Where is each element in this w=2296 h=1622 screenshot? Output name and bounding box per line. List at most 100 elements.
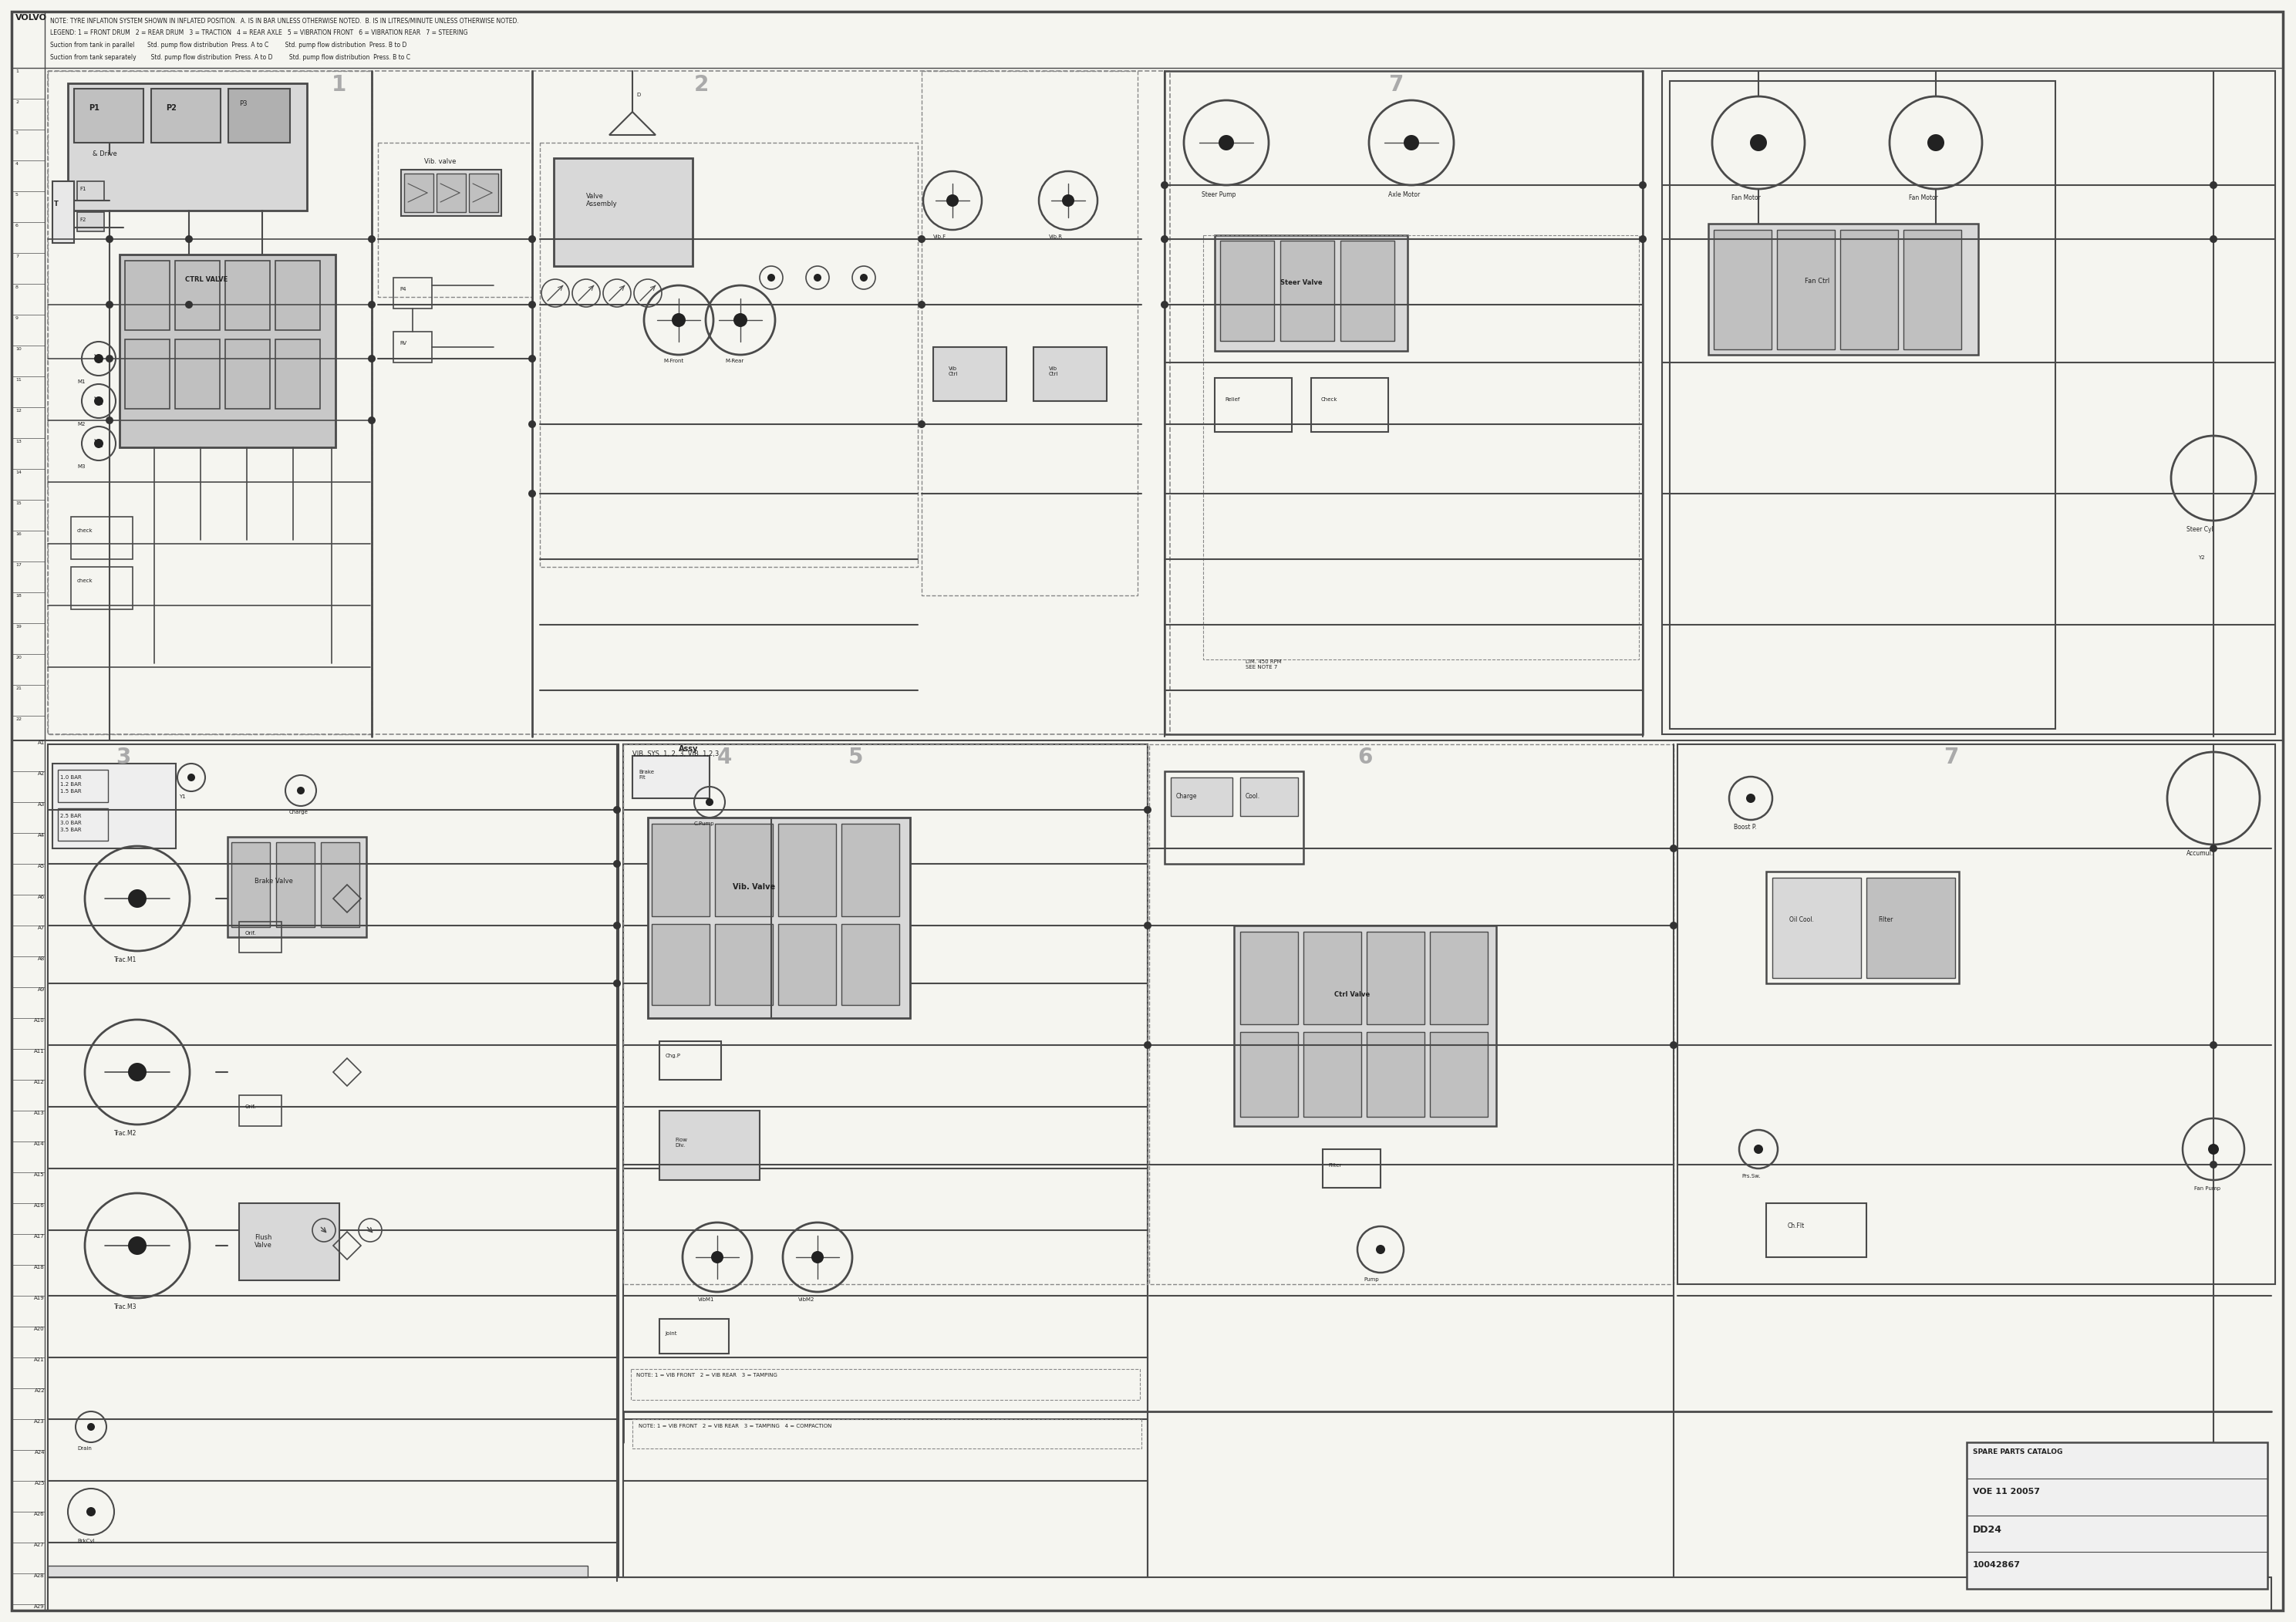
Text: A5: A5 bbox=[37, 865, 44, 868]
Text: Flush
Valve: Flush Valve bbox=[255, 1234, 273, 1249]
Circle shape bbox=[87, 1507, 96, 1517]
Text: 10: 10 bbox=[16, 347, 21, 350]
Bar bbox=[321, 842, 360, 928]
Text: Vib.F: Vib.F bbox=[932, 235, 946, 238]
Text: T: T bbox=[55, 201, 57, 208]
Text: A25: A25 bbox=[34, 1481, 44, 1486]
Text: 19: 19 bbox=[16, 624, 21, 629]
Circle shape bbox=[767, 274, 776, 282]
Bar bbox=[1164, 71, 1642, 735]
Text: A9: A9 bbox=[37, 988, 44, 993]
Text: Y2: Y2 bbox=[2197, 555, 2204, 560]
Bar bbox=[652, 925, 709, 1006]
Circle shape bbox=[918, 300, 925, 308]
Text: 9: 9 bbox=[16, 316, 18, 320]
Text: M2: M2 bbox=[78, 422, 85, 427]
Bar bbox=[1304, 1032, 1362, 1118]
Text: NOTE: TYRE INFLATION SYSTEM SHOWN IN INFLATED POSITION.  A. IS IN BAR UNLESS OTH: NOTE: TYRE INFLATION SYSTEM SHOWN IN INF… bbox=[51, 16, 519, 24]
Text: D: D bbox=[636, 92, 641, 97]
Circle shape bbox=[528, 420, 535, 428]
Text: 1.2 BAR: 1.2 BAR bbox=[60, 782, 80, 787]
Circle shape bbox=[2209, 235, 2218, 243]
Circle shape bbox=[918, 235, 925, 243]
Circle shape bbox=[673, 313, 687, 328]
Text: 4: 4 bbox=[16, 162, 18, 165]
Circle shape bbox=[2209, 182, 2218, 190]
Circle shape bbox=[106, 417, 113, 425]
Circle shape bbox=[1219, 135, 1233, 151]
Circle shape bbox=[813, 274, 822, 282]
Text: A29: A29 bbox=[34, 1604, 44, 1609]
Bar bbox=[404, 174, 434, 212]
Text: 1.0 BAR: 1.0 BAR bbox=[60, 775, 83, 780]
Circle shape bbox=[1143, 806, 1153, 814]
Circle shape bbox=[613, 860, 620, 868]
Circle shape bbox=[94, 396, 103, 406]
Bar bbox=[239, 1095, 282, 1126]
Bar bbox=[1903, 230, 1961, 349]
Text: BrkCyl: BrkCyl bbox=[78, 1539, 94, 1543]
Text: 8: 8 bbox=[16, 285, 18, 289]
Circle shape bbox=[129, 889, 147, 908]
Circle shape bbox=[613, 980, 620, 988]
Text: Steer Cyl: Steer Cyl bbox=[2186, 526, 2213, 534]
Text: A20: A20 bbox=[34, 1327, 44, 1332]
Circle shape bbox=[1926, 135, 1945, 151]
Circle shape bbox=[528, 300, 535, 308]
Text: Charge: Charge bbox=[1176, 793, 1196, 800]
Text: Prs.Sw.: Prs.Sw. bbox=[1740, 1174, 1761, 1179]
Bar bbox=[1708, 224, 1979, 355]
Circle shape bbox=[1143, 921, 1153, 929]
Text: A21: A21 bbox=[34, 1358, 44, 1362]
Bar bbox=[124, 339, 170, 409]
Bar bbox=[1219, 240, 1274, 341]
Circle shape bbox=[1639, 182, 1646, 190]
Text: 4: 4 bbox=[716, 746, 732, 769]
Text: A11: A11 bbox=[34, 1049, 44, 1054]
Circle shape bbox=[528, 355, 535, 362]
Bar bbox=[1341, 240, 1394, 341]
Text: Steer Valve: Steer Valve bbox=[1281, 279, 1322, 285]
Text: Trac.M2: Trac.M2 bbox=[115, 1131, 138, 1137]
Text: Fan Motor: Fan Motor bbox=[1731, 195, 1761, 201]
Text: 1: 1 bbox=[16, 70, 18, 73]
Circle shape bbox=[732, 313, 746, 328]
Bar bbox=[622, 744, 1148, 1285]
Bar bbox=[1150, 744, 1674, 1285]
Text: A6: A6 bbox=[37, 895, 44, 899]
Bar bbox=[71, 517, 133, 560]
Bar bbox=[1033, 347, 1107, 401]
Text: 10042867: 10042867 bbox=[1972, 1560, 2020, 1568]
Text: 13: 13 bbox=[16, 440, 21, 443]
Text: check: check bbox=[78, 579, 94, 582]
Text: NOTE: 1 = VIB FRONT   2 = VIB REAR   3 = TAMPING: NOTE: 1 = VIB FRONT 2 = VIB REAR 3 = TAM… bbox=[636, 1372, 778, 1377]
Circle shape bbox=[1162, 300, 1169, 308]
Text: 3.5 BAR: 3.5 BAR bbox=[60, 827, 80, 832]
Text: VibM1: VibM1 bbox=[698, 1298, 714, 1302]
Text: C.Pump: C.Pump bbox=[693, 821, 714, 826]
Bar bbox=[225, 261, 271, 331]
Text: Charge: Charge bbox=[289, 809, 308, 814]
Bar bbox=[1215, 235, 1407, 350]
Text: M3: M3 bbox=[78, 464, 85, 469]
Text: A23: A23 bbox=[34, 1419, 44, 1424]
Text: Vib
Ctrl: Vib Ctrl bbox=[948, 367, 957, 376]
Bar bbox=[540, 143, 918, 568]
Circle shape bbox=[129, 1062, 147, 1082]
Text: Joint: Joint bbox=[666, 1332, 677, 1337]
Text: 7: 7 bbox=[1942, 746, 1958, 769]
Bar bbox=[393, 331, 432, 362]
Circle shape bbox=[613, 806, 620, 814]
Text: Orif.: Orif. bbox=[246, 931, 257, 936]
Circle shape bbox=[1162, 235, 1169, 243]
Text: Vib
Ctrl: Vib Ctrl bbox=[1049, 367, 1058, 376]
Text: F1: F1 bbox=[80, 187, 85, 191]
Bar bbox=[1867, 878, 1956, 978]
Bar bbox=[468, 174, 498, 212]
Bar bbox=[659, 1041, 721, 1080]
Circle shape bbox=[1745, 793, 1756, 803]
Bar bbox=[647, 817, 909, 1019]
Circle shape bbox=[1375, 1244, 1384, 1254]
Text: Axle Motor: Axle Motor bbox=[1389, 191, 1419, 198]
Text: P3: P3 bbox=[239, 101, 248, 107]
